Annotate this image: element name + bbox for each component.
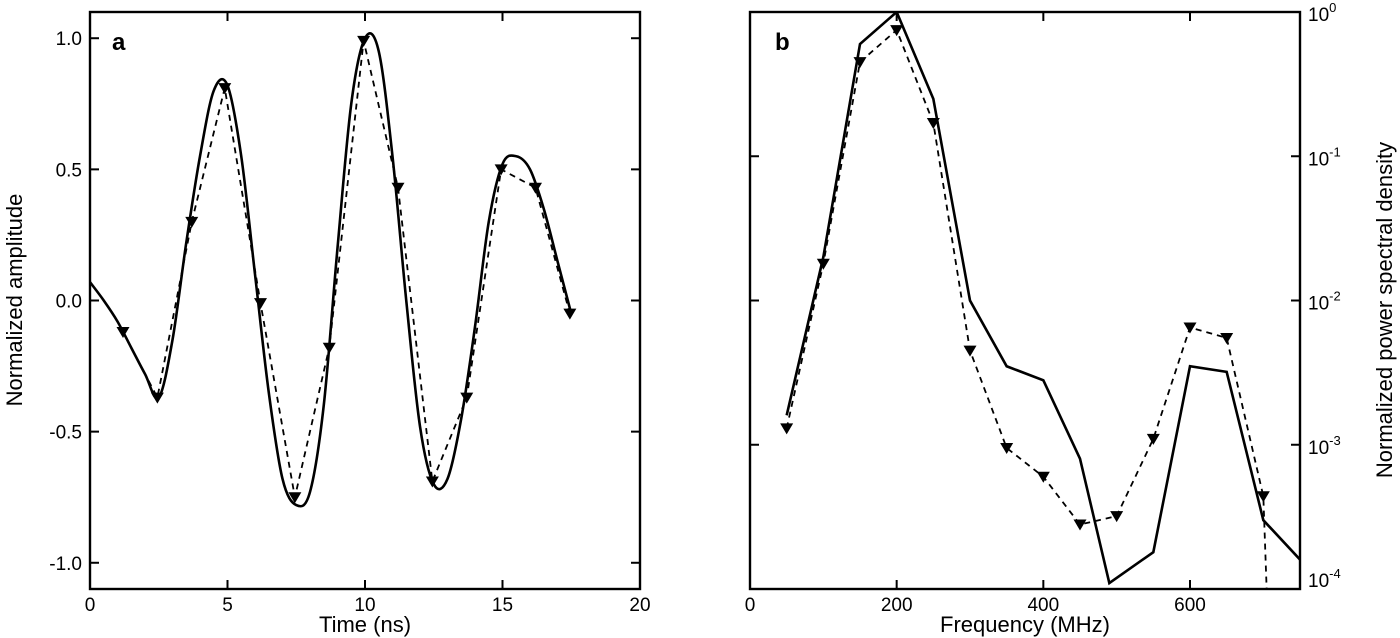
y-tick-label: 0.0 — [56, 292, 82, 313]
panel-a-series — [90, 32, 577, 508]
y-tick-label: -0.5 — [49, 423, 82, 444]
panel-b-ticks: 0 200 400 600 10-4 10-3 10-2 10-1 100 — [745, 0, 1341, 616]
triangle-marker — [425, 476, 439, 488]
triangle-marker — [288, 492, 302, 504]
triangle-marker — [1073, 519, 1087, 531]
triangle-marker — [563, 308, 577, 320]
panel-b: 0 200 400 600 10-4 10-3 10-2 10-1 100 b Frequenc… — [745, 0, 1397, 637]
y-tick-label: 0.5 — [56, 160, 82, 181]
triangle-marker — [1000, 443, 1014, 455]
panel-a-label: a — [112, 29, 126, 56]
triangle-marker — [529, 182, 542, 194]
triangle-marker — [963, 345, 977, 357]
x-tick-label: 0 — [745, 595, 756, 616]
x-tick-label: 600 — [1174, 595, 1206, 616]
triangle-marker — [1036, 471, 1050, 483]
triangle-marker — [926, 118, 940, 130]
triangle-marker — [853, 57, 867, 69]
triangle-marker — [185, 216, 199, 228]
x-tick-label: 15 — [492, 595, 513, 616]
panel-a-ticks: 0 5 10 15 20 -1.0 -0.5 0.0 0.5 1.0 — [49, 12, 651, 616]
y-tick-label: 10-4 — [1308, 566, 1341, 592]
panel-b-series — [780, 12, 1300, 589]
dashed-series-line — [785, 28, 1268, 589]
y-tick-label: 100 — [1308, 0, 1336, 26]
triangle-marker — [322, 342, 336, 354]
y-tick-label: -1.0 — [49, 554, 82, 575]
x-tick-label: 5 — [222, 595, 233, 616]
panel-b-label: b — [775, 29, 790, 56]
panel-b-ylabel: Normalized power spectral density — [1372, 142, 1397, 478]
panel-a-xlabel: Time (ns) — [319, 612, 411, 637]
panel-b-frame — [748, 10, 1302, 591]
panel-a-ylabel: Normalized amplitude — [2, 194, 27, 407]
triangle-marker — [494, 164, 508, 176]
panel-a-frame — [88, 10, 642, 591]
x-tick-label: 200 — [881, 595, 913, 616]
dashed-series-line — [122, 40, 571, 498]
y-tick-label: 10-1 — [1308, 144, 1341, 170]
triangle-marker — [816, 258, 830, 270]
x-tick-label: 400 — [1027, 595, 1059, 616]
triangle-marker — [460, 392, 474, 404]
x-tick-label: 20 — [629, 595, 650, 616]
triangle-marker — [1256, 491, 1270, 503]
triangle-marker — [391, 182, 405, 194]
triangle-marker — [116, 327, 130, 339]
y-tick-label: 10-2 — [1308, 289, 1341, 315]
y-tick-label: 10-3 — [1308, 433, 1341, 459]
x-tick-label: 0 — [85, 595, 96, 616]
triangle-marker — [254, 298, 267, 310]
panel-b-xlabel: Frequency (MHz) — [940, 612, 1110, 637]
solid-series-line — [785, 12, 1300, 586]
triangle-marker — [890, 25, 904, 37]
triangle-marker — [1110, 511, 1124, 523]
triangle-marker — [357, 35, 371, 47]
triangle-marker — [218, 83, 232, 95]
x-tick-label: 10 — [354, 595, 375, 616]
triangle-marker — [1146, 433, 1160, 445]
triangle-marker — [1183, 322, 1197, 334]
solid-series-line — [90, 32, 573, 508]
y-tick-label: 1.0 — [56, 29, 82, 50]
triangle-marker — [1220, 333, 1234, 345]
triangle-marker — [150, 392, 164, 404]
triangle-marker — [780, 423, 794, 435]
panel-a: 0 5 10 15 20 -1.0 -0.5 0.0 0.5 1.0 a Time (ns) No… — [2, 10, 651, 637]
